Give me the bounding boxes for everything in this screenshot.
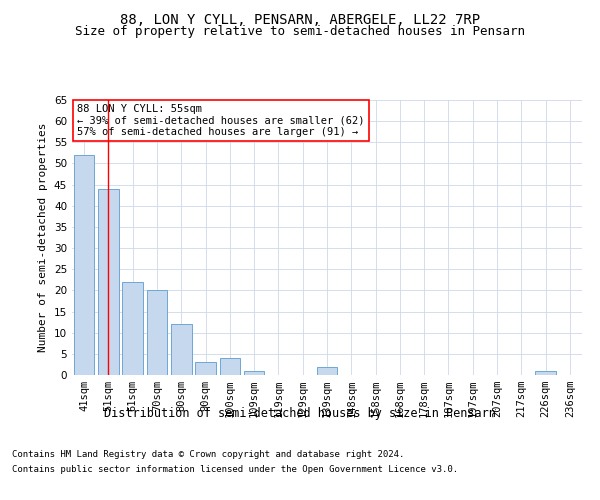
Bar (122, 282, 143, 375)
Bar (74, 155, 94, 375)
Y-axis label: Number of semi-detached properties: Number of semi-detached properties (38, 122, 49, 352)
Text: 88, LON Y CYLL, PENSARN, ABERGELE, LL22 7RP: 88, LON Y CYLL, PENSARN, ABERGELE, LL22 … (120, 12, 480, 26)
Text: Size of property relative to semi-detached houses in Pensarn: Size of property relative to semi-detach… (75, 25, 525, 38)
Bar (195, 362, 216, 375)
Text: Contains public sector information licensed under the Open Government Licence v3: Contains public sector information licen… (12, 465, 458, 474)
Bar (98, 189, 119, 375)
Bar (220, 358, 240, 375)
Bar (535, 371, 556, 375)
Bar (244, 371, 265, 375)
Bar (171, 324, 191, 375)
Text: Distribution of semi-detached houses by size in Pensarn: Distribution of semi-detached houses by … (104, 408, 496, 420)
Bar (146, 290, 167, 375)
Text: 88 LON Y CYLL: 55sqm
← 39% of semi-detached houses are smaller (62)
57% of semi-: 88 LON Y CYLL: 55sqm ← 39% of semi-detac… (77, 104, 365, 138)
Bar (317, 366, 337, 375)
Text: Contains HM Land Registry data © Crown copyright and database right 2024.: Contains HM Land Registry data © Crown c… (12, 450, 404, 459)
